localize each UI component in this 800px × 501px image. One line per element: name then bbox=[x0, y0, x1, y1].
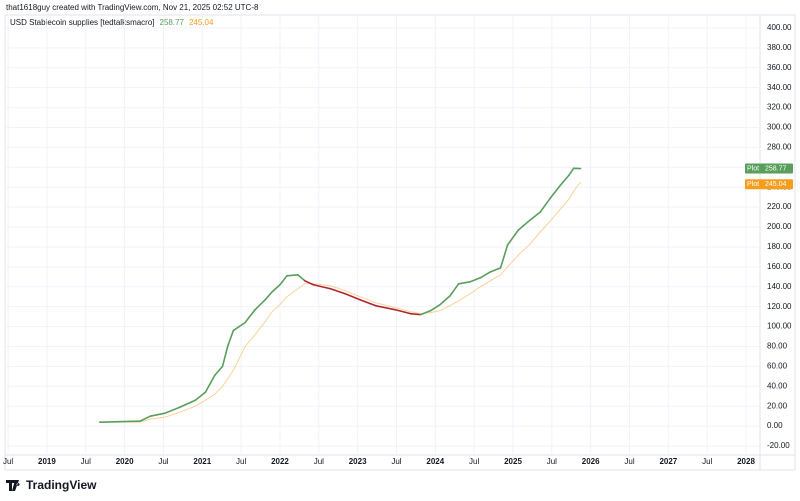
x-tick-label: Jul bbox=[702, 457, 712, 466]
x-tick-label: Jul bbox=[314, 457, 324, 466]
line-segment bbox=[409, 312, 422, 316]
line-segment bbox=[164, 406, 181, 414]
line-segment bbox=[304, 279, 315, 286]
line-segment bbox=[469, 277, 482, 283]
line-segment bbox=[419, 309, 432, 316]
badge-name: Plot bbox=[747, 181, 759, 188]
line-segment bbox=[568, 167, 575, 177]
price-badge bbox=[745, 163, 793, 174]
legend-title: USD Stablecoin supplies [tedtalksmacro] bbox=[10, 18, 155, 27]
line-segment bbox=[244, 308, 256, 324]
y-tick-label: 100.00 bbox=[767, 322, 792, 331]
x-tick-label: 2021 bbox=[193, 457, 211, 466]
badge-name: Plot bbox=[747, 165, 759, 172]
line-segment bbox=[539, 197, 552, 213]
y-tick-label: 300.00 bbox=[767, 123, 792, 132]
y-tick-label: 380.00 bbox=[767, 43, 792, 52]
line-segment bbox=[286, 274, 299, 277]
line-segment bbox=[232, 321, 246, 332]
logo bbox=[6, 480, 20, 491]
line-segment bbox=[517, 219, 531, 231]
line-segment bbox=[297, 274, 306, 282]
line-segment bbox=[457, 280, 472, 285]
line-segment bbox=[429, 303, 441, 312]
line-segment bbox=[254, 298, 267, 311]
y-tick-label: 180.00 bbox=[767, 242, 792, 251]
y-tick-label: 20.00 bbox=[767, 401, 788, 410]
credit: that1618guy created with TradingView.com… bbox=[6, 3, 259, 12]
line-segment bbox=[204, 374, 216, 394]
line-segment bbox=[506, 229, 520, 246]
line-segment bbox=[439, 294, 451, 306]
brand: TradingView bbox=[26, 478, 97, 492]
line-segment bbox=[359, 298, 377, 307]
y-tick-label: 40.00 bbox=[767, 381, 788, 390]
line-segment bbox=[344, 292, 361, 301]
x-tick-label: Jul bbox=[391, 457, 401, 466]
y-tick-label: 60.00 bbox=[767, 362, 788, 371]
x-tick-label: 2024 bbox=[426, 457, 444, 466]
x-tick-label: 2022 bbox=[271, 457, 289, 466]
x-tick-label: Jul bbox=[81, 457, 91, 466]
y-tick-label: 140.00 bbox=[767, 282, 792, 291]
x-tick-label: 2023 bbox=[349, 457, 367, 466]
x-tick-label: Jul bbox=[158, 457, 168, 466]
frame bbox=[4, 14, 796, 471]
y-tick-label: -20.00 bbox=[767, 441, 790, 450]
x-tick-label: Jul bbox=[236, 457, 246, 466]
line-segment bbox=[499, 244, 509, 269]
line-segment bbox=[489, 267, 502, 273]
x-tick-label: Jul bbox=[469, 457, 479, 466]
x-tick-label: Jul bbox=[3, 457, 13, 466]
line-segment bbox=[98, 420, 141, 423]
line-segment bbox=[264, 290, 274, 301]
line-segment bbox=[329, 287, 347, 295]
y-tick-label: 200.00 bbox=[767, 222, 792, 231]
y-tick-label: 360.00 bbox=[767, 63, 792, 72]
line-segment bbox=[139, 415, 152, 422]
line-segment bbox=[149, 412, 166, 417]
y-tick-label: 320.00 bbox=[767, 103, 792, 112]
x-tick-label: Jul bbox=[624, 457, 634, 466]
legend-value: 258.77 bbox=[160, 18, 185, 27]
line-segment bbox=[479, 271, 492, 279]
x-tick-label: 2027 bbox=[659, 457, 677, 466]
y-tick-label: 280.00 bbox=[767, 143, 792, 152]
line-segment bbox=[449, 282, 460, 297]
line-series bbox=[99, 181, 581, 423]
x-tick-label: 2019 bbox=[38, 457, 56, 466]
line-segment bbox=[178, 399, 197, 409]
line-segment bbox=[549, 184, 562, 199]
legend-value: 245.04 bbox=[189, 18, 214, 27]
line-segment bbox=[194, 391, 207, 402]
x-tick-label: Jul bbox=[547, 457, 557, 466]
y-tick-label: 80.00 bbox=[767, 342, 788, 351]
y-tick-label: 0.00 bbox=[767, 421, 783, 430]
y-tick-label: 220.00 bbox=[767, 202, 792, 211]
line-segment bbox=[559, 174, 570, 187]
x-tick-label: 2028 bbox=[737, 457, 755, 466]
line-segment bbox=[312, 283, 332, 290]
line-segment bbox=[227, 329, 235, 347]
x-tick-label: 2025 bbox=[504, 457, 522, 466]
y-tick-label: 160.00 bbox=[767, 262, 792, 271]
y-tick-label: 400.00 bbox=[767, 23, 792, 32]
line-segment bbox=[529, 211, 541, 221]
line-segment bbox=[394, 308, 412, 315]
line-segment bbox=[271, 283, 281, 293]
badge-value: 258.77 bbox=[765, 165, 787, 172]
price-badge bbox=[745, 179, 793, 190]
line-segment bbox=[213, 365, 224, 377]
line-segment bbox=[221, 344, 229, 368]
x-tick-label: 2020 bbox=[116, 457, 134, 466]
line-segment bbox=[279, 275, 288, 286]
y-tick-label: 340.00 bbox=[767, 83, 792, 92]
badge-value: 245.04 bbox=[765, 181, 787, 188]
line-segment bbox=[374, 304, 396, 311]
y-tick-label: 120.00 bbox=[767, 302, 792, 311]
x-tick-label: 2026 bbox=[582, 457, 600, 466]
